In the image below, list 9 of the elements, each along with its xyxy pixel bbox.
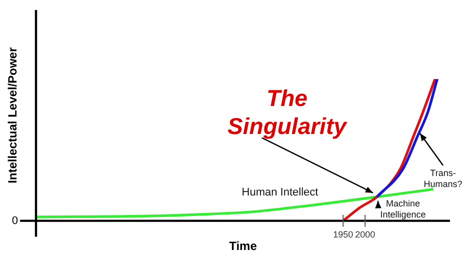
series-label: Machine Intelligence: [380, 198, 426, 220]
annotation: The Singularity: [228, 85, 348, 140]
x-tick-label: 1950: [333, 230, 354, 240]
x-tick-label: 2000: [355, 230, 376, 240]
y-axis-title: Intellectual Level/Power: [5, 47, 20, 184]
series-label: Human Intellect: [242, 186, 318, 199]
text: 0: [12, 214, 18, 227]
text: Trans-Humans?: [424, 168, 462, 189]
x-axis-title: Time: [229, 239, 258, 254]
